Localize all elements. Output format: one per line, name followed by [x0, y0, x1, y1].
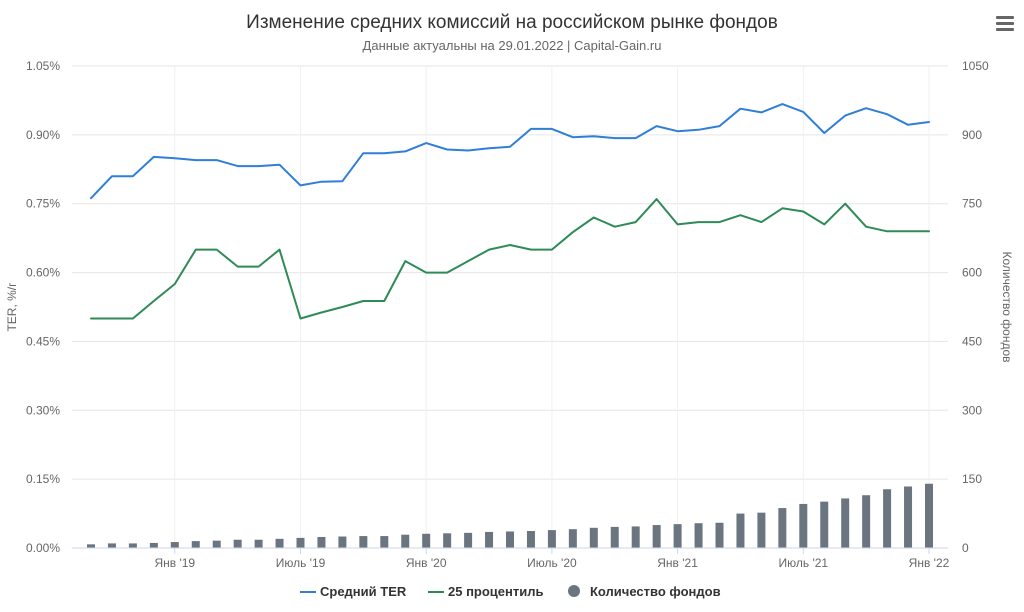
- bar-fund-count: [925, 483, 933, 548]
- menu-icon-bar: [996, 16, 1014, 19]
- legend-label: Количество фондов: [590, 584, 721, 599]
- y-tick-label-left: 0.00%: [26, 541, 60, 555]
- x-tick-label: Янв '21: [657, 556, 698, 570]
- bar-fund-count: [526, 531, 535, 548]
- bar-series-fund-count: [87, 483, 933, 548]
- bar-fund-count: [883, 489, 892, 548]
- bar-fund-count: [212, 540, 221, 548]
- y-tick-label-left: 0.30%: [26, 403, 60, 417]
- bar-fund-count: [589, 527, 598, 548]
- bar-fund-count: [464, 532, 473, 548]
- bar-fund-count: [778, 508, 787, 548]
- y-axis-left-title: TER, %/г: [5, 282, 19, 332]
- x-tick-label: Янв '20: [406, 556, 447, 570]
- y-tick-label-left: 0.75%: [26, 197, 60, 211]
- bar-fund-count: [422, 533, 431, 548]
- bar-fund-count: [338, 536, 347, 548]
- bar-fund-count: [401, 534, 410, 548]
- bar-fund-count: [275, 538, 284, 548]
- bar-fund-count: [107, 543, 116, 548]
- bar-fund-count: [736, 513, 745, 548]
- axes: 0.00% 0 0.15% 150 0.30% 300 0.45% 450 0.60% 600 0.…: [26, 59, 989, 570]
- x-tick-label: Июль '21: [779, 556, 829, 570]
- line-series-25-percentile: [90, 198, 930, 320]
- y-tick-label-right: 1050: [962, 59, 989, 73]
- y-tick-label-right: 450: [962, 334, 982, 348]
- x-tick-label: Янв '22: [909, 556, 950, 570]
- bar-fund-count: [547, 530, 556, 548]
- menu-icon-bar: [996, 28, 1014, 31]
- y-tick-label-left: 0.15%: [26, 472, 60, 486]
- y-tick-label-right: 300: [962, 403, 982, 417]
- bar-fund-count: [715, 522, 724, 548]
- bar-fund-count: [673, 524, 682, 548]
- bar-fund-count: [652, 525, 661, 548]
- x-tick-label: Янв '19: [154, 556, 195, 570]
- bar-fund-count: [862, 495, 871, 548]
- bar-fund-count: [443, 533, 452, 548]
- bar-fund-count: [820, 501, 829, 548]
- chart-title: Изменение средних комиссий на российском…: [246, 12, 778, 33]
- y-tick-label-right: 0: [962, 541, 969, 555]
- bar-fund-count: [610, 526, 619, 548]
- legend-label: Средний TER: [320, 584, 407, 599]
- bar-fund-count: [149, 542, 158, 548]
- y-tick-label-right: 150: [962, 472, 982, 486]
- legend-item-fund-count[interactable]: Количество фондов: [568, 584, 721, 599]
- bar-fund-count: [254, 539, 263, 548]
- grid-lines: [72, 65, 948, 549]
- line-series-group: [90, 103, 930, 320]
- chart-subtitle: Данные актуальны на 29.01.2022 | Capital…: [363, 38, 662, 53]
- menu-icon[interactable]: [996, 16, 1014, 32]
- bar-fund-count: [506, 531, 514, 548]
- y-tick-label-left: 0.60%: [26, 266, 60, 280]
- line-series-avg-ter: [90, 103, 930, 200]
- legend-item-avg-ter[interactable]: Средний TER: [300, 584, 407, 599]
- bar-fund-count: [87, 544, 95, 548]
- y-tick-label-left: 0.45%: [26, 334, 60, 348]
- bar-fund-count: [359, 536, 368, 548]
- bar-fund-count: [170, 542, 179, 548]
- bar-fund-count: [380, 536, 389, 548]
- bar-fund-count: [296, 537, 305, 548]
- bar-fund-count: [631, 526, 640, 548]
- bar-fund-count: [568, 529, 577, 548]
- legend: Средний TER 25 процентиль Количество фондо…: [300, 584, 721, 599]
- legend-label: 25 процентиль: [448, 584, 544, 599]
- y-tick-label-right: 750: [962, 197, 982, 211]
- bar-fund-count: [904, 486, 913, 548]
- bar-fund-count: [317, 536, 326, 548]
- menu-icon-bar: [996, 22, 1014, 25]
- bar-fund-count: [799, 503, 808, 548]
- legend-item-25-percentile[interactable]: 25 процентиль: [428, 584, 544, 599]
- y-tick-label-left: 0.90%: [26, 128, 60, 142]
- x-tick-label: Июль '19: [276, 556, 326, 570]
- bar-fund-count: [233, 539, 242, 548]
- bar-fund-count: [694, 523, 703, 548]
- bar-fund-count: [485, 531, 494, 548]
- bar-fund-count: [757, 512, 766, 548]
- bar-fund-count: [128, 543, 137, 548]
- legend-symbol-dot: [568, 585, 580, 597]
- y-tick-label-left: 1.05%: [26, 59, 60, 73]
- bar-fund-count: [841, 498, 850, 548]
- y-axis-right-title: Количество фондов: [1000, 252, 1014, 363]
- bar-fund-count: [191, 541, 200, 548]
- y-tick-label-right: 900: [962, 128, 982, 142]
- y-tick-label-right: 600: [962, 266, 982, 280]
- x-tick-label: Июль '20: [527, 556, 577, 570]
